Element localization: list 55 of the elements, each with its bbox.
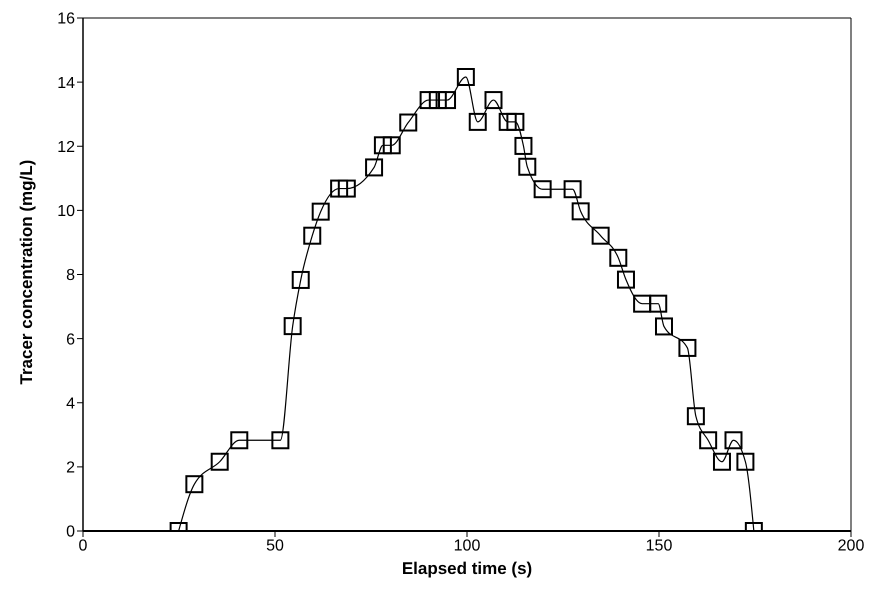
point bbox=[468, 112, 487, 131]
point bbox=[230, 431, 248, 450]
point bbox=[518, 158, 536, 176]
point bbox=[699, 431, 718, 450]
point bbox=[365, 158, 384, 176]
x-tick-label: 100 bbox=[454, 537, 480, 554]
y-tick-label: 12 bbox=[57, 138, 76, 156]
x-tick-label: 0 bbox=[78, 537, 88, 554]
point bbox=[724, 431, 742, 450]
y-tick-label: 2 bbox=[66, 460, 76, 477]
point bbox=[616, 270, 635, 289]
point bbox=[572, 202, 590, 220]
point bbox=[210, 452, 229, 471]
point bbox=[428, 91, 447, 110]
point bbox=[382, 136, 401, 154]
point bbox=[564, 180, 582, 198]
y-tick-label: 10 bbox=[57, 203, 76, 220]
point bbox=[399, 114, 418, 132]
point bbox=[498, 112, 517, 131]
point bbox=[303, 226, 322, 245]
point bbox=[185, 475, 204, 494]
y-tick-label: 6 bbox=[66, 331, 76, 348]
y-axis-title: Tracer concentration (mg/L) bbox=[17, 160, 36, 384]
y-tick-label: 0 bbox=[66, 524, 76, 541]
x-tick-label: 50 bbox=[266, 537, 284, 554]
point bbox=[456, 68, 475, 86]
point bbox=[633, 294, 652, 313]
point bbox=[330, 180, 348, 198]
point bbox=[292, 270, 310, 289]
x-axis-title: Elapsed time (s) bbox=[402, 559, 532, 578]
point bbox=[592, 226, 610, 245]
y-tick-label: 14 bbox=[57, 74, 76, 92]
point bbox=[338, 180, 356, 198]
point bbox=[374, 136, 392, 154]
x-tick-label: 200 bbox=[838, 537, 864, 554]
point bbox=[534, 180, 552, 198]
x-tick-label: 150 bbox=[646, 537, 672, 554]
point bbox=[514, 136, 532, 155]
point bbox=[271, 431, 290, 450]
point bbox=[678, 338, 696, 357]
y-tick-label: 16 bbox=[57, 10, 76, 28]
point bbox=[438, 91, 456, 110]
point bbox=[654, 317, 673, 336]
point bbox=[420, 91, 438, 110]
point bbox=[712, 452, 731, 471]
point bbox=[609, 248, 628, 267]
point bbox=[506, 112, 524, 131]
point bbox=[736, 452, 754, 471]
point bbox=[484, 91, 502, 110]
y-tick-label: 8 bbox=[66, 267, 76, 284]
point bbox=[284, 317, 302, 336]
point bbox=[312, 202, 330, 221]
y-tick-label: 4 bbox=[66, 395, 76, 412]
point bbox=[649, 294, 668, 313]
point bbox=[686, 407, 705, 426]
